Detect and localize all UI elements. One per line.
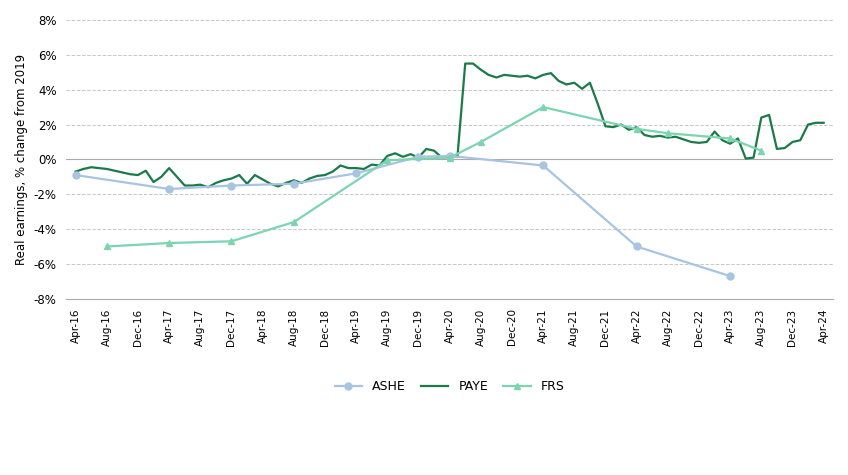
PAYE [94,165,104,171]
PAYE [70,169,81,174]
FRS [226,238,237,244]
ASHE [226,183,237,189]
ASHE [351,171,361,176]
PAYE [452,154,462,160]
Y-axis label: Real earnings, % change from 2019: Real earnings, % change from 2019 [15,54,28,265]
Line: PAYE: PAYE [75,64,823,187]
PAYE [203,184,213,190]
ASHE [444,153,455,159]
PAYE [515,74,525,79]
FRS [538,104,548,110]
PAYE [126,171,136,177]
ASHE [538,162,548,168]
FRS [632,126,642,132]
Legend: ASHE, PAYE, FRS: ASHE, PAYE, FRS [330,375,570,399]
FRS [756,148,767,153]
Line: ASHE: ASHE [72,152,734,280]
FRS [382,157,393,163]
Line: FRS: FRS [103,104,765,250]
ASHE [413,154,423,160]
FRS [476,139,486,145]
FRS [102,244,112,249]
ASHE [725,273,735,279]
FRS [663,131,673,136]
PAYE [818,120,828,126]
FRS [164,240,174,246]
PAYE [460,61,471,67]
ASHE [70,172,81,178]
FRS [725,136,735,142]
PAYE [663,135,673,141]
FRS [444,155,455,161]
PAYE [273,183,283,189]
FRS [288,219,298,225]
ASHE [288,181,298,187]
ASHE [632,244,642,249]
ASHE [164,186,174,192]
